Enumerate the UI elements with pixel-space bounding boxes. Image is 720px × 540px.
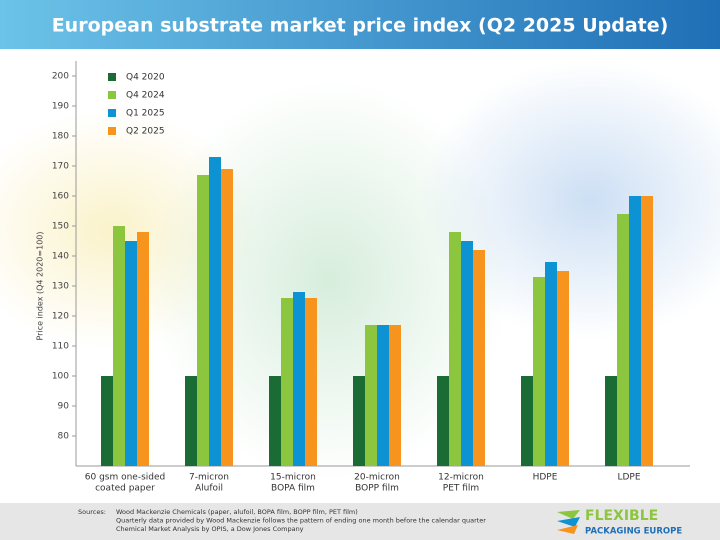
bar: [365, 325, 377, 466]
x-tick-label: PET film: [443, 484, 479, 494]
legend-label: Q4 2024: [126, 91, 165, 101]
chart-title: European substrate market price index (Q…: [52, 15, 669, 37]
bar: [473, 250, 485, 466]
x-tick-label: 12-micron: [438, 473, 484, 483]
y-tick-label: 150: [52, 222, 69, 232]
logo-subtext: PACKAGING EUROPE: [585, 527, 682, 537]
bar: [545, 262, 557, 466]
bar: [293, 292, 305, 466]
x-tick-label: 60 gsm one-sided: [85, 473, 166, 483]
x-tick-label: 15-micron: [270, 473, 316, 483]
x-tick-label: BOPA film: [271, 484, 315, 494]
x-tick-label: HDPE: [533, 473, 558, 483]
x-tick-label: 7-micron: [189, 473, 229, 483]
bar: [305, 298, 317, 466]
bar: [185, 376, 197, 466]
y-tick-label: 160: [52, 192, 69, 202]
bar: [437, 376, 449, 466]
bar: [209, 157, 221, 466]
bar: [557, 271, 569, 466]
bar: [629, 196, 641, 466]
x-tick-label: Alufoil: [195, 484, 223, 494]
header-banner: [0, 0, 720, 49]
y-tick-label: 120: [52, 312, 69, 322]
y-tick-label: 90: [58, 402, 70, 412]
x-tick-label: BOPP film: [355, 484, 399, 494]
legend-swatch: [108, 127, 116, 135]
footer-label: Sources:: [78, 508, 106, 516]
y-tick-label: 100: [52, 372, 69, 382]
y-axis-label: Price index (Q4 2020=100): [36, 232, 45, 341]
bar: [617, 214, 629, 466]
bar: [533, 277, 545, 466]
bar: [281, 298, 293, 466]
legend-label: Q1 2025: [126, 109, 165, 119]
y-tick-label: 110: [52, 342, 69, 352]
y-tick-label: 80: [58, 432, 70, 442]
bar: [461, 241, 473, 466]
bar: [137, 232, 149, 466]
bar: [605, 376, 617, 466]
y-tick-label: 130: [52, 282, 69, 292]
logo-text: FLEXIBLE: [585, 508, 658, 524]
x-tick-label: coated paper: [95, 484, 155, 494]
bar: [125, 241, 137, 466]
background: [0, 60, 720, 480]
footer-bar: [0, 503, 720, 540]
legend-label: Q4 2020: [126, 73, 165, 83]
bar: [641, 196, 653, 466]
y-tick-label: 170: [52, 162, 69, 172]
bar: [221, 169, 233, 466]
legend-label: Q2 2025: [126, 127, 165, 137]
y-tick-label: 140: [52, 252, 69, 262]
bar: [269, 376, 281, 466]
y-tick-label: 200: [52, 72, 69, 82]
footer-text: Quarterly data provided by Wood Mackenzi…: [116, 517, 486, 525]
logo: FLEXIBLE PACKAGING EUROPE: [557, 508, 682, 537]
bar: [449, 232, 461, 466]
x-tick-label: LDPE: [617, 473, 640, 483]
bar: [389, 325, 401, 466]
bar: [353, 376, 365, 466]
legend-swatch: [108, 109, 116, 117]
bar: [113, 226, 125, 466]
legend-swatch: [108, 91, 116, 99]
y-tick-label: 190: [52, 102, 69, 112]
x-tick-label: 20-micron: [354, 473, 400, 483]
bar: [521, 376, 533, 466]
bar: [377, 325, 389, 466]
bar: [101, 376, 113, 466]
bar: [197, 175, 209, 466]
y-tick-label: 180: [52, 132, 69, 142]
legend-swatch: [108, 73, 116, 81]
footer-text: Chemical Market Analysis by OPIS, a Dow …: [116, 525, 304, 533]
footer-text: Wood Mackenzie Chemicals (paper, alufoil…: [116, 508, 358, 516]
